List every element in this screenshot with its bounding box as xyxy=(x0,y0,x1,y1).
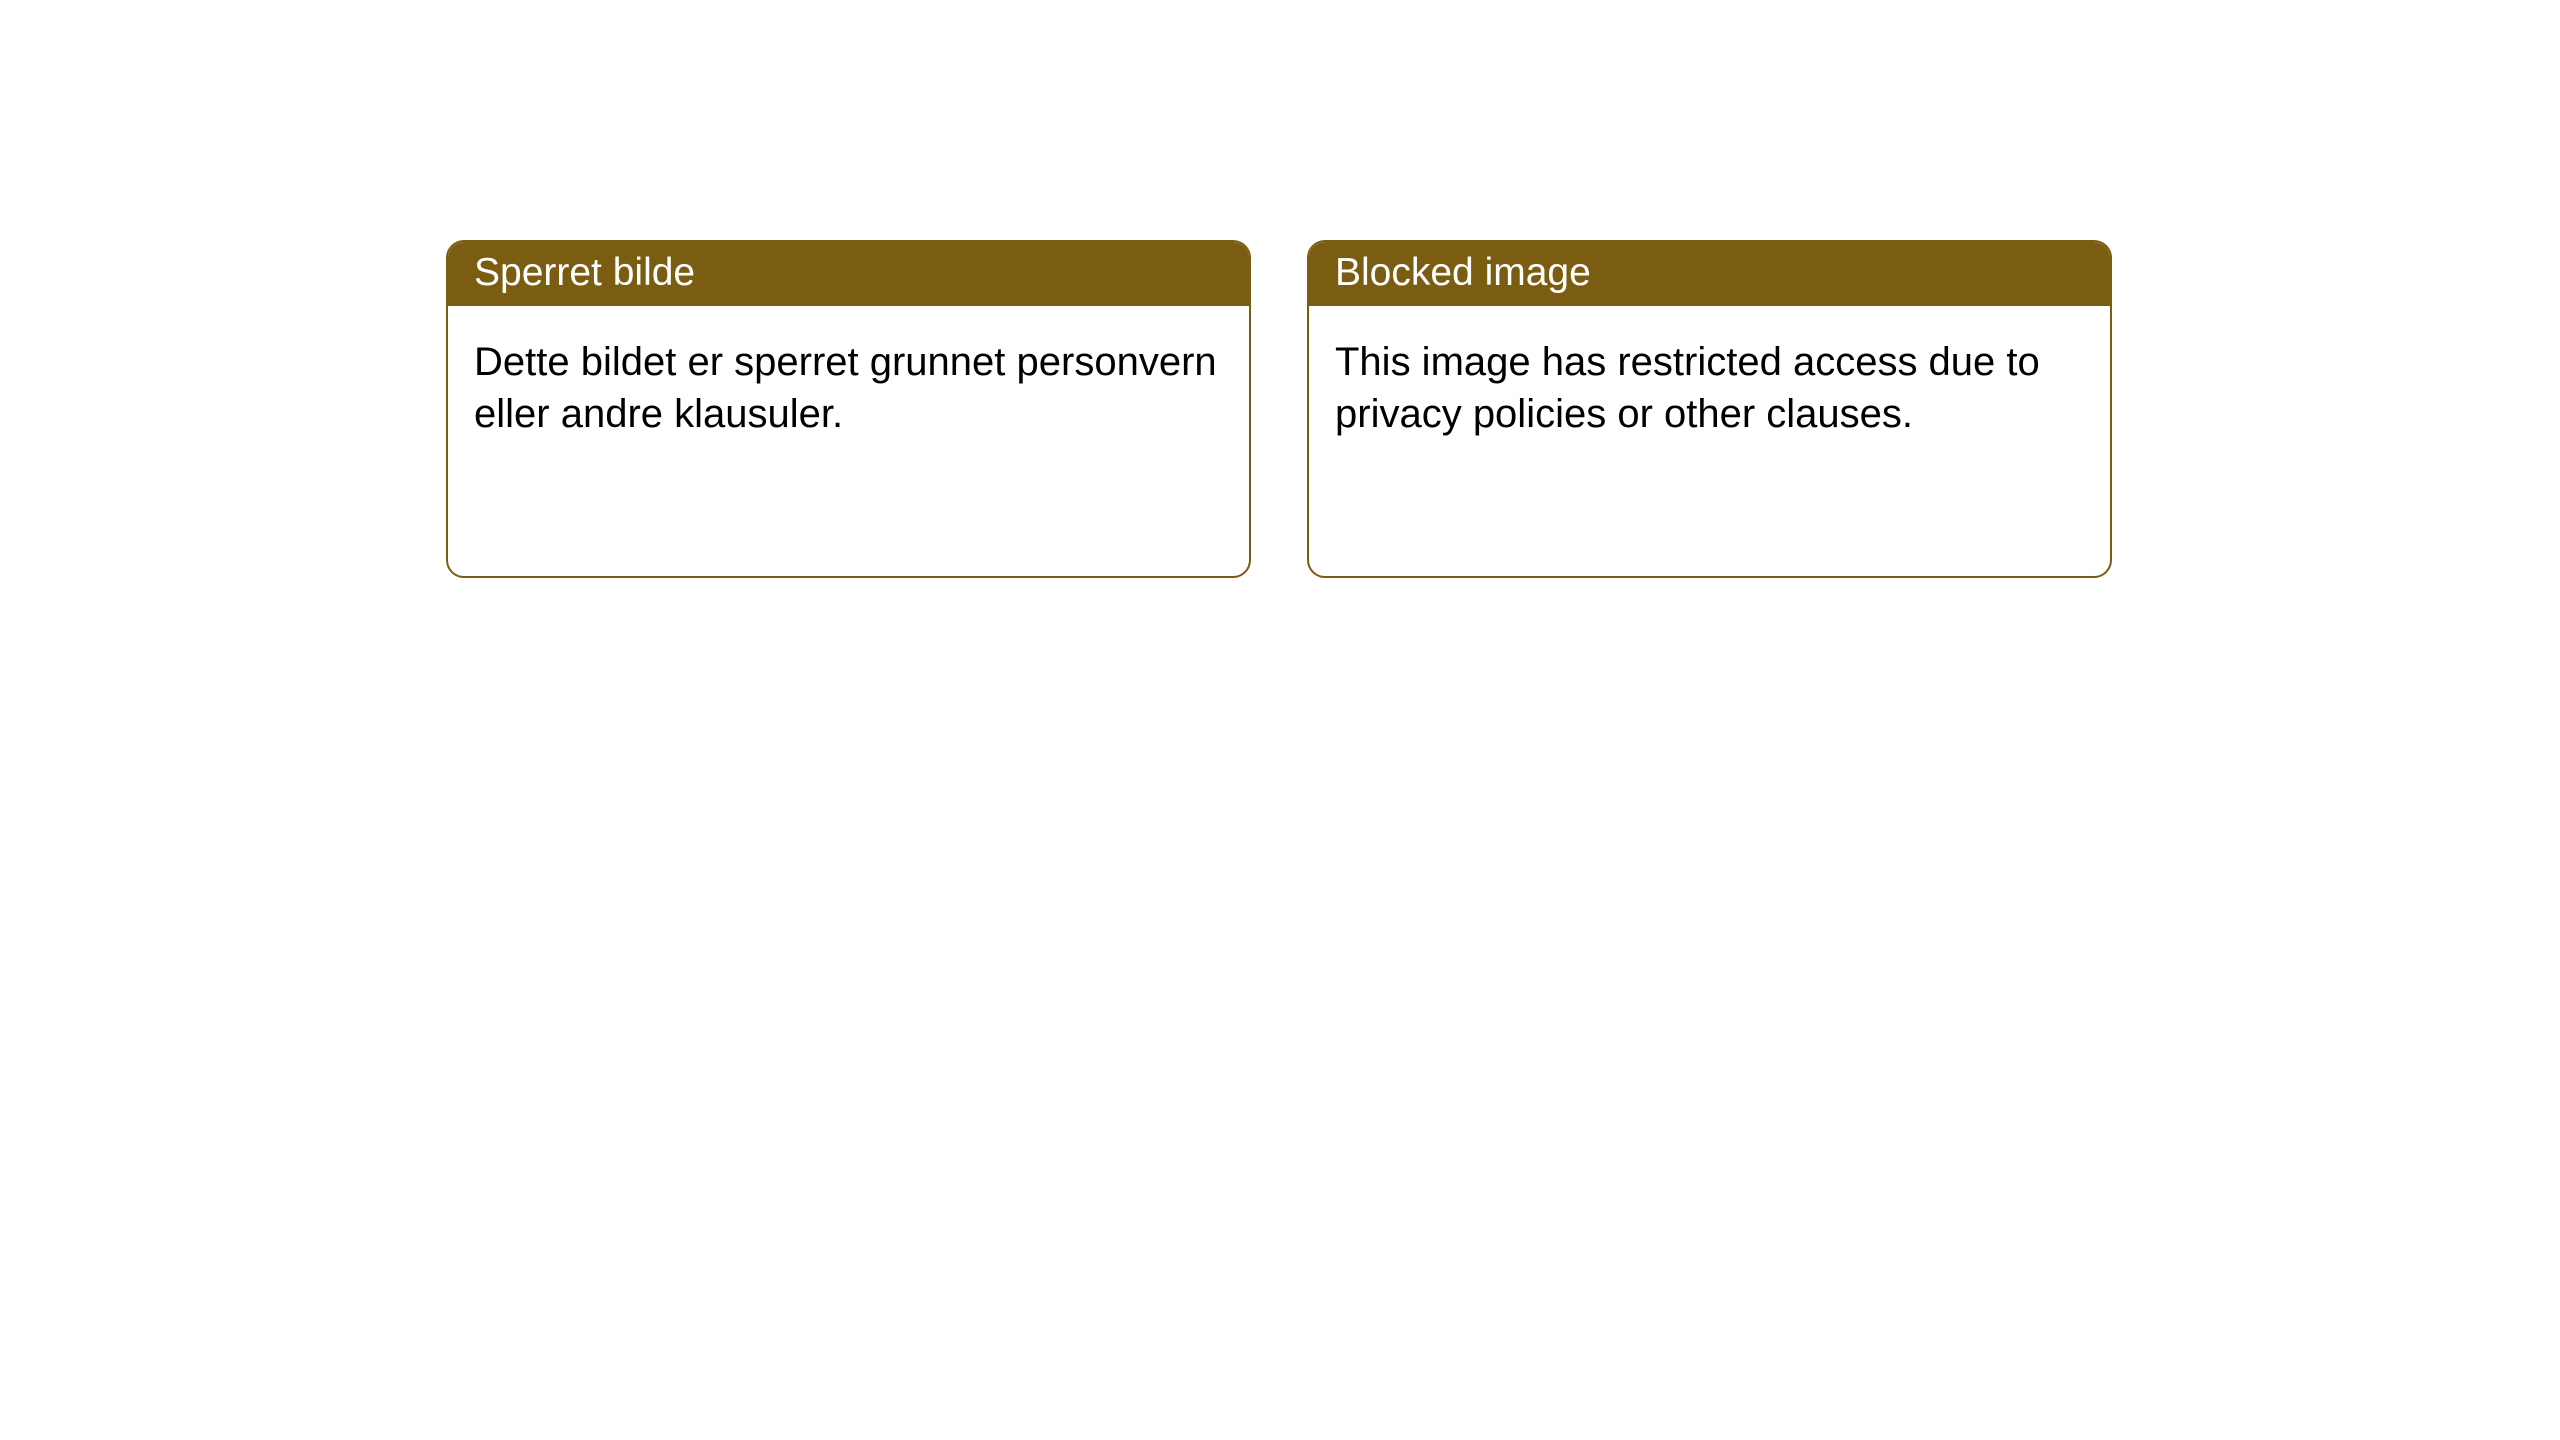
notice-card-english: Blocked image This image has restricted … xyxy=(1307,240,2112,578)
card-body-text: This image has restricted access due to … xyxy=(1335,340,2040,436)
notice-card-norwegian: Sperret bilde Dette bildet er sperret gr… xyxy=(446,240,1251,578)
card-title: Sperret bilde xyxy=(474,251,695,294)
cards-container: Sperret bilde Dette bildet er sperret gr… xyxy=(0,0,2560,578)
card-title: Blocked image xyxy=(1335,251,1591,294)
card-body-text: Dette bildet er sperret grunnet personve… xyxy=(474,340,1217,436)
card-body: This image has restricted access due to … xyxy=(1309,306,2110,470)
card-header: Sperret bilde xyxy=(448,242,1249,306)
card-body: Dette bildet er sperret grunnet personve… xyxy=(448,306,1249,470)
card-header: Blocked image xyxy=(1309,242,2110,306)
